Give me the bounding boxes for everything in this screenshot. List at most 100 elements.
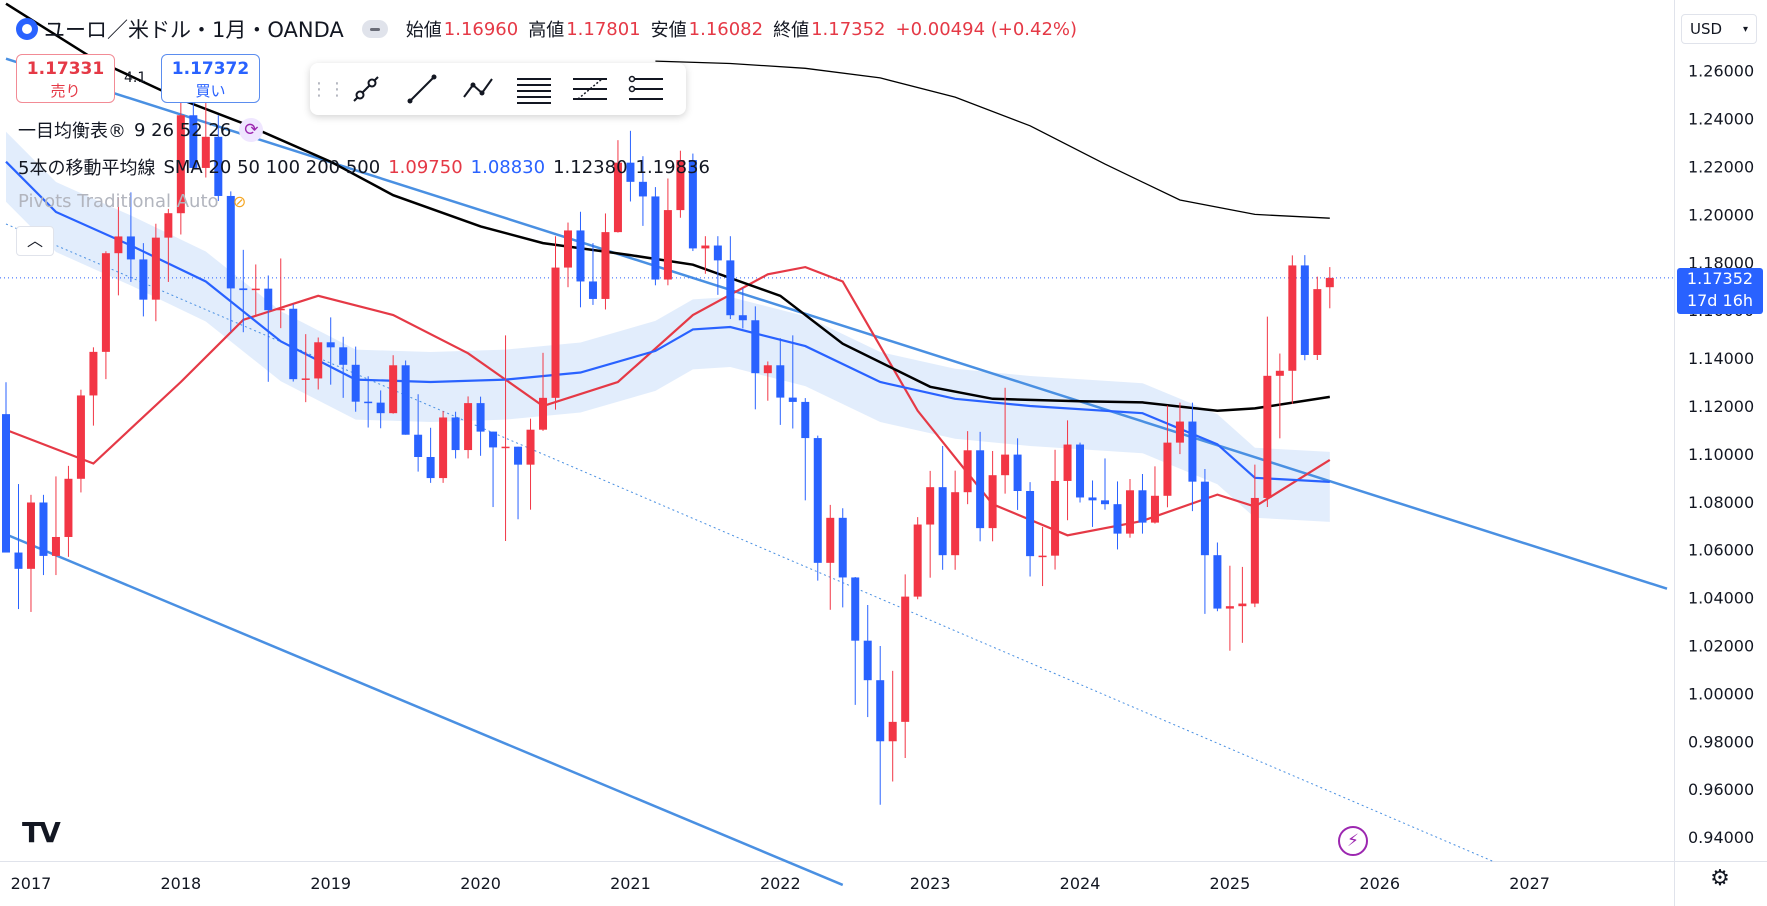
candle [588, 243, 597, 305]
fib-retracement-tool-icon[interactable] [562, 69, 618, 109]
candle-body [876, 680, 885, 742]
candle-body [776, 365, 785, 398]
refresh-icon[interactable]: ⟳ [239, 118, 264, 142]
candle [1250, 464, 1259, 608]
candle [751, 306, 760, 410]
candle-body [551, 267, 560, 398]
candle [701, 236, 710, 274]
candle-body [326, 342, 335, 348]
candle-body [1213, 555, 1222, 609]
gear-icon[interactable]: ⚙ [1710, 866, 1730, 891]
candle [201, 100, 210, 178]
price-tick-label: 1.18000 [1688, 253, 1754, 272]
close-label: 終値 [773, 20, 810, 41]
candle [601, 213, 610, 310]
candle [1038, 526, 1047, 587]
candle [951, 470, 960, 570]
sma20-value: 1.09750 [388, 156, 463, 178]
candle-body [76, 395, 85, 479]
sma50-value: 1.08830 [470, 156, 546, 178]
candle-body [826, 517, 835, 563]
candle-body [489, 431, 498, 448]
candle-body [751, 320, 760, 374]
time-axis[interactable]: 2017 2018 2019 2020 2021 2022 2023 2024 2025 2026… [11, 874, 1550, 893]
candle-body [1163, 442, 1172, 496]
fib-extension-tool-icon[interactable] [618, 69, 674, 109]
eye-off-icon[interactable]: ⊘ [232, 192, 247, 211]
candle-body [401, 365, 410, 435]
line-tool-icon[interactable] [394, 69, 450, 109]
pivots-legend[interactable]: Pivots Traditional Auto ⊘ [18, 191, 261, 212]
candle [64, 465, 73, 557]
candle [888, 670, 897, 782]
candle-body [2, 414, 10, 553]
trend-line-tool-icon[interactable] [338, 69, 394, 109]
candle [1076, 442, 1085, 503]
drag-handle-icon[interactable]: ⋮⋮ [310, 78, 346, 100]
parallel-channel-tool-icon[interactable] [506, 69, 562, 109]
candle [501, 335, 510, 542]
candle [976, 431, 985, 542]
candle [676, 150, 685, 218]
candle [51, 476, 60, 576]
globe-icon[interactable] [16, 18, 38, 40]
time-tick-label: 2021 [610, 874, 651, 893]
collapse-legend-button[interactable] [361, 20, 388, 38]
candle [938, 445, 947, 570]
sell-button[interactable]: 1.17331 売り [16, 54, 115, 103]
last-price-value: 1.17352 [1686, 269, 1754, 288]
candle-body [738, 315, 747, 321]
candle-body [526, 429, 535, 465]
candle-body [1113, 504, 1122, 534]
price-tick-label: 1.02000 [1688, 636, 1754, 655]
currency-selector[interactable]: USD ▾ [1681, 14, 1757, 44]
candle [376, 390, 385, 429]
spread-value: 4.1 [124, 70, 147, 86]
candle-body [938, 487, 947, 556]
candle-body [1238, 603, 1247, 607]
chevron-up-icon[interactable]: ︿ [16, 226, 54, 256]
symbol-title[interactable]: ユーロ／米ドル・1月・OANDA [44, 18, 344, 42]
ichimoku-cloud [6, 131, 1330, 522]
buy-button[interactable]: 1.17372 買い [161, 54, 260, 103]
candle-body [276, 308, 285, 311]
candle [339, 336, 348, 398]
candle [451, 411, 460, 459]
flash-icon[interactable]: ⚡ [1338, 826, 1368, 856]
price-tick-label: 1.22000 [1688, 158, 1754, 177]
ichimoku-params: 9 26 52 26 [134, 119, 232, 141]
candle [563, 222, 572, 288]
candle-body [14, 552, 23, 569]
candle [1051, 449, 1060, 570]
high-label: 高値 [528, 20, 565, 41]
candle [1150, 466, 1159, 524]
candle-body [351, 364, 360, 402]
candle-body [51, 536, 60, 556]
candle [364, 376, 373, 428]
candle-body [101, 253, 110, 352]
low-label: 安値 [650, 20, 687, 41]
candle [738, 288, 747, 329]
sma-legend[interactable]: 5本の移動平均線 SMA 20 50 100 200 500 1.09750 1… [18, 154, 718, 180]
candle [414, 394, 423, 472]
candle-body [1250, 497, 1259, 604]
tradingview-logo[interactable]: TV [22, 816, 61, 849]
candle [514, 446, 523, 520]
ichimoku-legend[interactable]: 一目均衡表® 9 26 52 26 ⟳ [18, 117, 271, 143]
last-price-tag: 1.17352 17d 16h [1677, 268, 1763, 314]
price-tick-label: 1.00000 [1688, 684, 1754, 703]
polyline-tool-icon[interactable] [450, 69, 506, 109]
candle-body [1200, 481, 1209, 556]
candle [1125, 479, 1134, 538]
candle [663, 178, 672, 286]
low-value: 1.16082 [688, 18, 764, 40]
candle-body [539, 397, 548, 430]
candle [788, 335, 797, 429]
candle [2, 382, 10, 553]
price-tick-label: 1.14000 [1688, 349, 1754, 368]
candle-body [1150, 495, 1159, 523]
candle-body [264, 288, 273, 311]
price-axis[interactable]: 1.260001.240001.220001.200001.180001.160… [1688, 62, 1754, 847]
trend-channel[interactable] [0, 57, 1674, 887]
